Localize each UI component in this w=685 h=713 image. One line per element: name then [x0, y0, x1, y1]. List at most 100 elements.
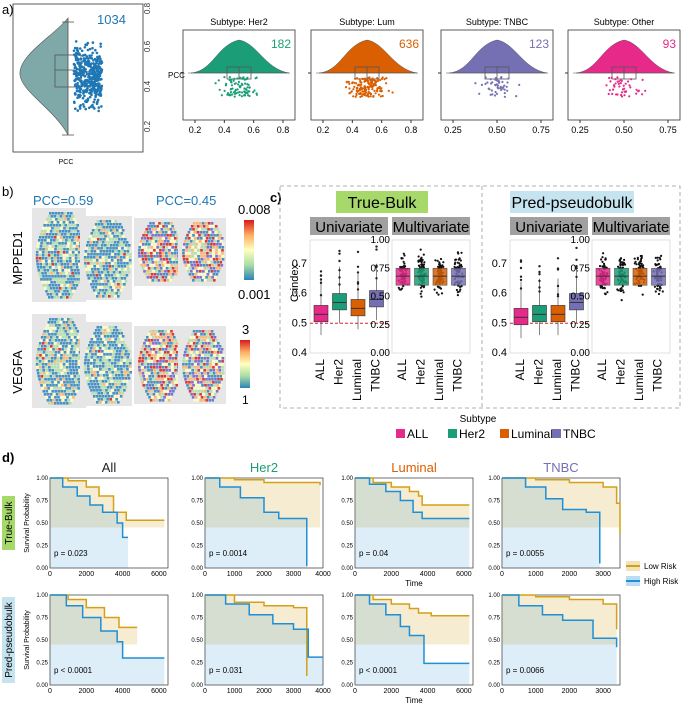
- main-point: [74, 107, 77, 110]
- tissue-spot: [208, 399, 211, 402]
- tissue-spot: [159, 339, 163, 342]
- subtype-point: [486, 81, 489, 84]
- tissue-spot: [106, 238, 109, 241]
- tissue-spot: [148, 234, 151, 237]
- tissue-spot: [116, 244, 119, 247]
- tissue-spot: [124, 238, 127, 241]
- main-point: [89, 66, 93, 69]
- main-point: [73, 79, 76, 82]
- tissue-spot: [150, 333, 154, 336]
- tissue-spot: [210, 279, 213, 282]
- km-pvalue: p = 0.0014: [209, 549, 248, 558]
- tissue-spot: [71, 327, 75, 330]
- tissue-spot: [109, 268, 112, 271]
- tissue-spot: [150, 372, 154, 375]
- tissue-spot: [106, 353, 109, 356]
- tissue-spot: [191, 390, 195, 393]
- tissue-spot: [58, 242, 61, 245]
- km-ci-low: [355, 478, 470, 528]
- main-point: [96, 98, 100, 102]
- main-point: [99, 57, 102, 61]
- tissue-spot: [55, 293, 59, 296]
- cindex-outlier: [338, 283, 341, 286]
- tissue-spot: [188, 390, 192, 393]
- tissue-spot: [70, 399, 74, 402]
- tissue-spot: [103, 329, 107, 332]
- tissue-spot: [145, 234, 148, 237]
- tissue-spot: [118, 223, 122, 226]
- tissue-spot: [218, 249, 221, 252]
- subtype-point: [230, 84, 234, 87]
- tissue-spot: [120, 368, 123, 371]
- subtype-point: [478, 92, 481, 95]
- tissue-spot: [216, 351, 220, 354]
- tissue-spot: [198, 243, 201, 246]
- subtype-point: [616, 76, 619, 79]
- tissue-spot: [200, 249, 203, 252]
- tissue-spot: [51, 354, 54, 357]
- tissue-spot: [167, 276, 171, 279]
- tissue-spot: [190, 231, 194, 234]
- tissue-spot: [42, 245, 46, 248]
- tissue-spot: [71, 236, 75, 239]
- tissue-spot: [77, 342, 81, 345]
- cindex-outlier: [519, 266, 523, 270]
- cindex-facet-title: Multivariate: [593, 219, 670, 236]
- tissue-spot: [160, 396, 163, 399]
- tissue-spot: [194, 249, 197, 252]
- km-xtick: 2000: [562, 571, 578, 578]
- tissue-spot: [144, 267, 148, 270]
- tissue-spot: [48, 390, 52, 393]
- tissue-spot: [45, 227, 48, 230]
- tissue-spot: [104, 380, 108, 383]
- main-point: [96, 82, 100, 85]
- tissue-spot: [70, 278, 73, 281]
- tissue-spot: [68, 257, 72, 260]
- tissue-spot: [88, 238, 91, 241]
- tissue-spot: [148, 351, 152, 354]
- main-point: [83, 74, 87, 78]
- tissue-spot: [170, 276, 174, 279]
- subtype-point: [629, 86, 632, 89]
- tissue-spot: [101, 380, 105, 383]
- tissue-spot: [193, 348, 197, 351]
- tissue-spot: [107, 362, 111, 365]
- main-point: [80, 84, 83, 88]
- tissue-spot: [198, 384, 201, 387]
- cindex-point: [654, 264, 658, 267]
- tissue-spot: [101, 347, 105, 350]
- tissue-spot: [97, 392, 100, 395]
- tissue-spot: [61, 336, 65, 339]
- main-point: [83, 90, 86, 94]
- tissue-spot: [207, 351, 211, 354]
- tissue-spot: [61, 318, 64, 321]
- tissue-spot: [94, 238, 97, 241]
- tissue-spot: [149, 330, 152, 333]
- tissue-spot: [121, 335, 125, 338]
- tissue-spot: [42, 339, 46, 342]
- tissue-spot: [42, 372, 46, 375]
- tissue-spot: [141, 249, 144, 252]
- tissue-spot: [99, 332, 102, 335]
- tissue-section: [83, 326, 132, 404]
- tissue-spot: [103, 353, 106, 356]
- tissue-spot: [37, 348, 40, 351]
- tissue-spot: [68, 378, 71, 381]
- cindex-ylabel: C-index: [289, 264, 301, 302]
- tissue-spot: [99, 262, 102, 265]
- tissue-spot: [69, 354, 72, 357]
- tissue-spot: [71, 215, 75, 218]
- km-ytick: 1.00: [36, 593, 48, 599]
- tissue-spot: [148, 279, 152, 282]
- tissue-spot: [90, 253, 93, 256]
- tissue-spot: [96, 383, 100, 386]
- panel-a-label: a): [2, 2, 14, 17]
- tissue-spot: [169, 261, 173, 264]
- legend-low: Low Risk: [644, 562, 677, 571]
- tissue-spot: [104, 365, 108, 368]
- tissue-spot: [205, 387, 209, 390]
- tissue-spot: [161, 330, 164, 333]
- tissue-spot: [106, 292, 109, 295]
- main-point: [100, 86, 103, 90]
- tissue-spot: [124, 271, 128, 274]
